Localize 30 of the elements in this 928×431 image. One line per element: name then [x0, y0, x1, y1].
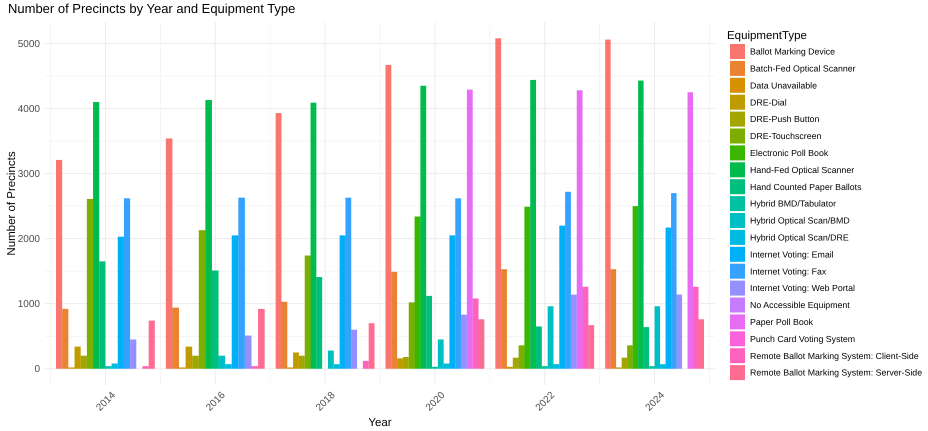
legend-label: Internet Voting: Web Portal [750, 283, 856, 294]
legend-label: Electronic Poll Book [750, 148, 829, 158]
y-tick-label: 3000 [18, 169, 40, 180]
legend-label: Punch Card Voting System [750, 334, 856, 344]
legend-label: DRE-Dial [750, 97, 787, 108]
legend-label: Ballot Marking Device [750, 46, 836, 57]
legend-label: Hand Counted Paper Ballots [750, 182, 862, 192]
legend-label: DRE-Push Button [750, 114, 820, 124]
legend-label: Hybrid Optical Scan/DRE [750, 232, 849, 242]
y-axis-title: Number of Precincts [6, 151, 18, 256]
x-axis-title: Year [368, 417, 392, 429]
y-tick-label: 5000 [18, 38, 40, 50]
legend-label: Internet Voting: Fax [750, 266, 827, 276]
legend-label: Paper Poll Book [750, 316, 814, 327]
legend-label: No Accessible Equipment [750, 300, 850, 310]
legend-label: Data Unavailable [750, 80, 818, 90]
legend-title: EquipmentType [727, 30, 807, 42]
y-tick-label: 1000 [18, 299, 40, 310]
legend-label: Hybrid BMD/Tabulator [750, 198, 836, 209]
chart-title: Number of Precincts by Year and Equipment Type [8, 1, 296, 16]
legend-label: Hand-Fed Optical Scanner [750, 164, 854, 175]
legend-label: Batch-Fed Optical Scanner [750, 63, 856, 74]
y-tick-label: 4000 [18, 104, 40, 116]
y-tick-label: 0 [34, 364, 40, 376]
legend-label: Internet Voting: Email [750, 249, 834, 260]
legend-label: Remote Ballot Marking System: Server-Side [750, 368, 922, 378]
legend-label: Remote Ballot Marking System: Client-Side [750, 350, 919, 361]
y-tick-label: 2000 [18, 234, 40, 246]
legend-label: DRE-Touchscreen [750, 131, 822, 142]
legend-label: Hybrid Optical Scan/BMD [750, 216, 850, 226]
